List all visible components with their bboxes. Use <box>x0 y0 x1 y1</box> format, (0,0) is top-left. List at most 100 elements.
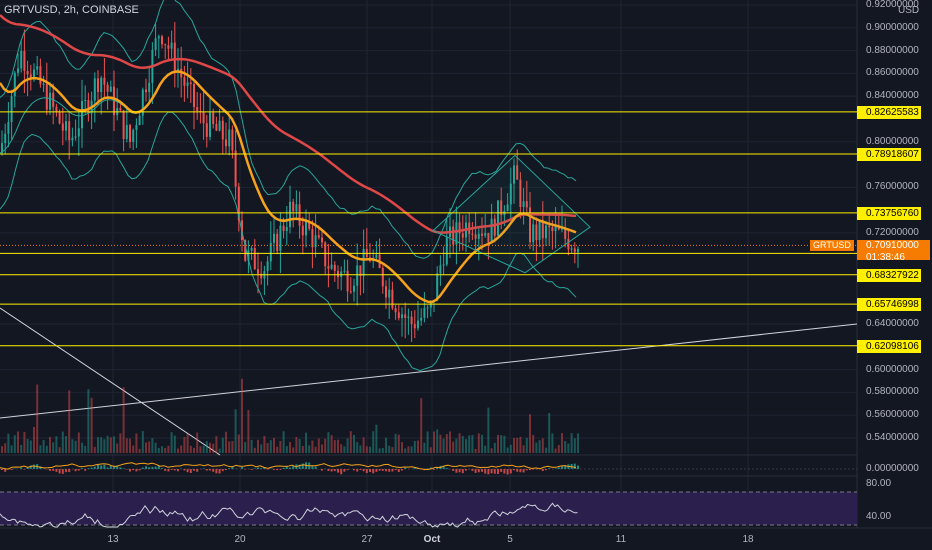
volume-bar <box>420 398 423 453</box>
candle-body <box>458 222 461 234</box>
macd-bar <box>455 469 458 473</box>
macd-bar <box>346 469 349 471</box>
ascending-trend-line[interactable] <box>0 323 858 419</box>
macd-bar <box>116 465 119 469</box>
volume-bar <box>273 437 275 453</box>
macd-bar <box>65 469 67 473</box>
macd-bar <box>500 469 503 472</box>
candle-body <box>327 266 330 269</box>
volume-bar <box>77 432 80 453</box>
macd-bar <box>186 469 189 473</box>
macd-bar <box>372 469 375 474</box>
volume-bar <box>68 390 71 453</box>
volume-bar <box>285 446 288 453</box>
price-tick-label: 0.90000000 <box>866 21 919 33</box>
macd-bar <box>445 468 448 469</box>
price-tick-label: 0.58000000 <box>866 386 919 398</box>
macd-bar <box>122 468 125 469</box>
price-tick-label: 0.00000000 <box>866 463 919 474</box>
macd-bar <box>282 467 285 469</box>
volume-bar <box>423 442 426 453</box>
descending-trend-line[interactable] <box>0 307 221 456</box>
volume-bar <box>231 441 234 453</box>
volume-bar <box>141 431 144 453</box>
diamond-pattern-drawing[interactable] <box>432 154 591 274</box>
macd-bar <box>401 469 403 471</box>
volume-bar <box>557 445 560 453</box>
candle-body <box>20 50 23 69</box>
volume-bar <box>145 442 147 453</box>
candle-body <box>266 261 269 272</box>
candle-body <box>295 204 298 212</box>
macd-bar <box>356 469 359 472</box>
volume-bar <box>247 409 250 453</box>
volume-bar <box>87 389 90 453</box>
macd-bar <box>573 463 576 469</box>
volume-bar <box>369 446 371 453</box>
volume-bar <box>359 445 362 453</box>
macd-bar <box>471 469 474 471</box>
bar-countdown: 01:38:46 <box>866 252 905 263</box>
candle-body <box>285 227 288 232</box>
macd-bar <box>87 468 90 469</box>
candle-body <box>81 101 83 129</box>
candle-body <box>497 200 499 236</box>
candle-body <box>234 150 237 187</box>
candle-body <box>413 324 416 329</box>
volume-bar <box>65 436 67 453</box>
volume-bar <box>541 438 544 453</box>
macd-bar <box>458 469 461 473</box>
macd-bar <box>391 469 394 472</box>
candle-body <box>570 248 573 250</box>
volume-bar <box>189 445 192 453</box>
volume-bar <box>193 447 195 453</box>
candle-body <box>129 125 131 142</box>
candle-body <box>436 273 439 301</box>
candle-body <box>573 248 576 253</box>
volume-bar <box>196 432 199 453</box>
volume-bar <box>500 435 503 453</box>
candle-body <box>23 50 26 71</box>
candle-body <box>554 226 557 232</box>
volume-bar <box>13 435 16 453</box>
candle-body <box>225 139 227 147</box>
macd-bar <box>26 467 29 469</box>
volume-bar <box>218 448 221 453</box>
volume-bar <box>33 426 35 453</box>
volume-bar <box>138 448 141 453</box>
candle-body <box>167 45 170 49</box>
macd-bar <box>343 469 346 472</box>
volume-bar <box>279 440 282 453</box>
time-tick-label: 13 <box>107 534 119 545</box>
volume-bar <box>221 437 224 453</box>
volume-bar <box>439 434 442 453</box>
volume-bar <box>266 443 269 453</box>
macd-bar <box>231 466 234 469</box>
volume-bar <box>212 443 215 453</box>
candle-body <box>548 225 551 228</box>
price-tick-label: 0.72000000 <box>866 226 919 238</box>
candle-body <box>346 270 349 292</box>
volume-bar <box>567 443 570 453</box>
candle-body <box>106 84 109 92</box>
price-tick-label: 0.60000000 <box>866 363 919 375</box>
macd-bar <box>461 469 464 474</box>
volume-bar <box>170 432 173 453</box>
volume-bar <box>269 440 272 453</box>
volume-bar <box>417 440 419 453</box>
volume-bar <box>132 445 135 453</box>
candle-body <box>522 201 525 207</box>
candle-body <box>228 129 231 147</box>
candle-body <box>481 233 483 236</box>
macd-bar <box>487 469 490 475</box>
volume-bar <box>356 442 359 453</box>
macd-bar <box>189 469 192 474</box>
volume-bar <box>493 442 496 453</box>
macd-bar <box>253 468 256 469</box>
candle-body <box>474 234 477 239</box>
candle-body <box>157 36 160 39</box>
macd-bar <box>154 466 157 469</box>
candle-body <box>282 225 285 232</box>
candle-body <box>77 128 80 137</box>
